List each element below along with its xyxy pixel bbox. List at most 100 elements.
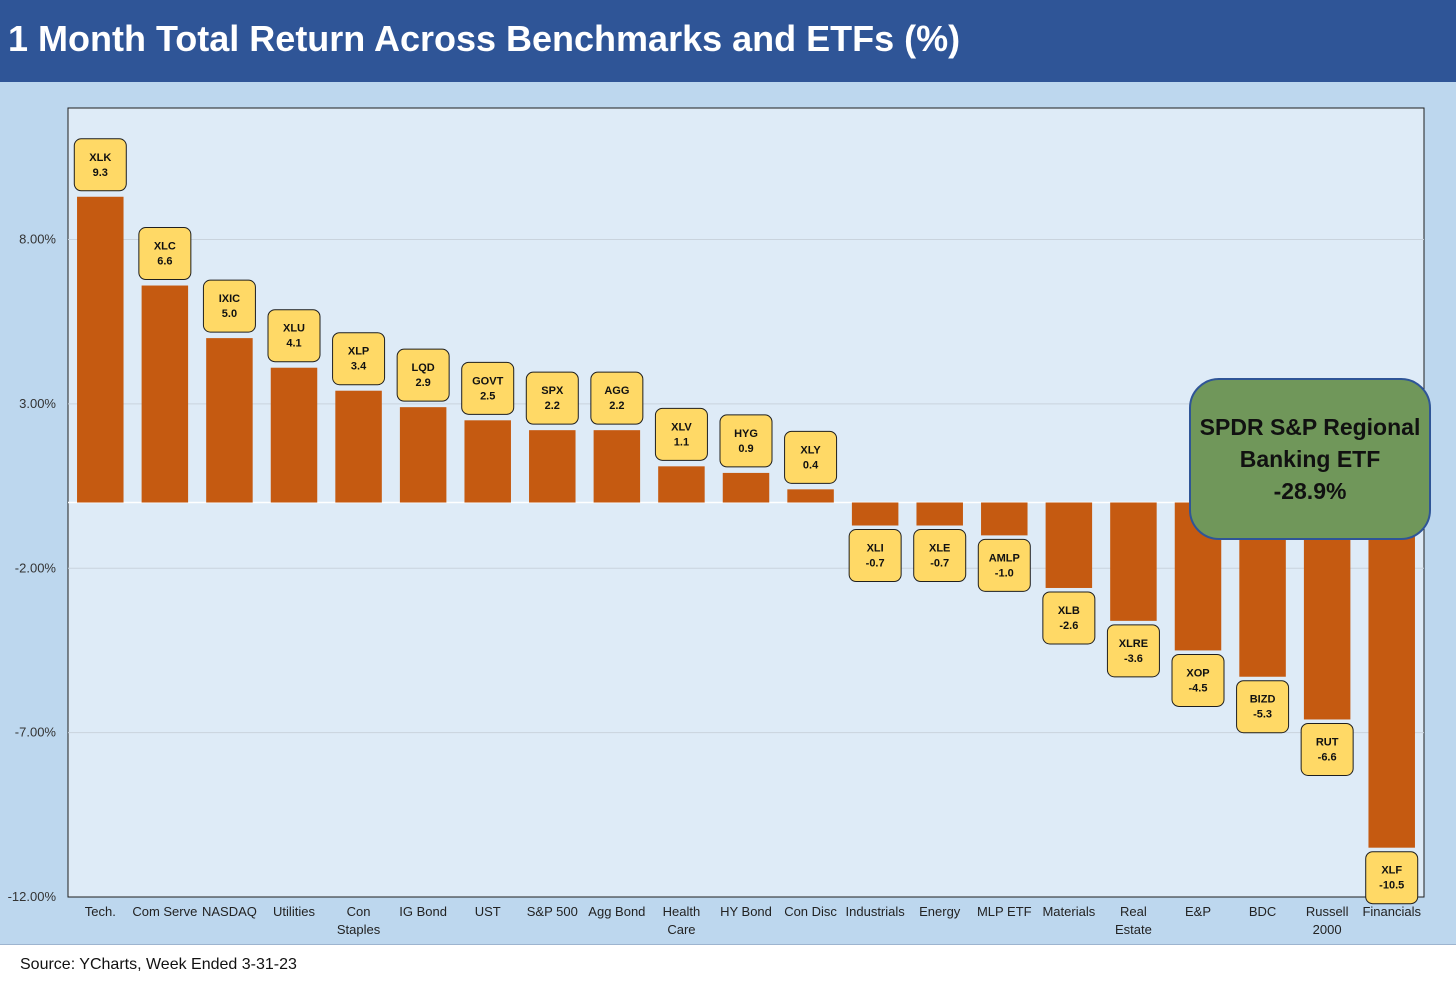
data-label-value: 1.1	[674, 436, 689, 448]
data-label-value: 0.4	[803, 459, 819, 471]
x-category-label: S&P 500	[527, 904, 578, 919]
chart-panel: 8.00% 3.00% -2.00% -7.00% -12.00% XLK 9.3 Tech.…	[0, 82, 1456, 944]
data-label-value: 3.4	[351, 361, 367, 373]
data-label-value: -1.0	[995, 567, 1014, 579]
x-category-label: Industrials	[846, 904, 906, 919]
x-category-label: Care	[667, 922, 695, 937]
bar-ixic	[206, 338, 253, 503]
bar-xlk	[77, 196, 124, 503]
x-category-label: HY Bond	[720, 904, 772, 919]
y-tick-label: 3.00%	[19, 396, 56, 411]
data-label-box	[654, 407, 708, 461]
bar-spx	[529, 430, 576, 503]
bar-xlv	[658, 466, 705, 503]
data-label-value: 6.6	[157, 256, 172, 268]
data-label-value: 5.0	[222, 308, 237, 320]
y-tick-label: -7.00%	[15, 725, 57, 740]
x-category-label: IG Bond	[399, 904, 447, 919]
data-label-value: -6.6	[1318, 751, 1337, 763]
bar-govt	[464, 420, 511, 503]
title-bar: 1 Month Total Return Across Benchmarks a…	[0, 0, 1456, 82]
x-category-label: Russell	[1306, 904, 1349, 919]
data-label-box	[73, 138, 127, 192]
data-label-ticker: AMLP	[989, 552, 1020, 564]
data-label-box	[202, 279, 256, 333]
bar-agg	[593, 430, 641, 503]
data-label-ticker: XLRE	[1119, 638, 1148, 650]
data-label-value: -0.7	[930, 558, 949, 570]
x-category-label: Energy	[919, 904, 961, 919]
regional-banking-callout: SPDR S&P Regional Banking ETF -28.9%	[1189, 378, 1431, 540]
data-label-ticker: XLY	[800, 444, 821, 456]
data-label-box	[1236, 680, 1290, 734]
x-category-label: Con Disc	[784, 904, 837, 919]
callout-line-2: Banking ETF	[1239, 446, 1381, 472]
data-label-ticker: XLB	[1058, 605, 1080, 617]
data-label-ticker: XLF	[1381, 865, 1402, 877]
data-label-ticker: XLI	[867, 543, 884, 555]
bar-xlf	[1368, 502, 1415, 848]
data-label-box	[1365, 851, 1419, 905]
data-label-ticker: XLK	[89, 152, 111, 164]
y-tick-label: -2.00%	[15, 560, 57, 575]
data-label-value: -3.6	[1124, 653, 1143, 665]
data-label-box	[1300, 722, 1354, 776]
bar-xle	[916, 502, 963, 526]
x-category-label: Tech.	[85, 904, 116, 919]
y-tick-label: -12.00%	[8, 889, 57, 904]
x-category-label: UST	[475, 904, 501, 919]
bar-hyg	[722, 472, 770, 503]
source-bar: Source: YCharts, Week Ended 3-31-23	[0, 944, 1456, 984]
callout-line-1: SPDR S&P Regional	[1199, 414, 1421, 440]
x-category-label: Agg Bond	[588, 904, 645, 919]
y-tick-label: 8.00%	[19, 232, 56, 247]
data-label-ticker: IXIC	[219, 293, 240, 305]
data-label-box	[848, 529, 902, 583]
data-label-ticker: XLP	[348, 346, 369, 358]
data-label-box	[525, 371, 579, 425]
source-note: Source: YCharts, Week Ended 3-31-23	[20, 956, 297, 973]
x-category-label: Estate	[1115, 922, 1152, 937]
data-label-value: 2.9	[415, 377, 430, 389]
bar-xlc	[141, 285, 189, 503]
bar-xlp	[335, 390, 382, 503]
data-label-ticker: BIZD	[1250, 694, 1276, 706]
x-category-label: Health	[663, 904, 701, 919]
data-label-value: -5.3	[1253, 709, 1272, 721]
data-label-value: 0.9	[738, 443, 753, 455]
data-label-box	[461, 361, 515, 415]
data-label-box	[267, 309, 321, 363]
data-label-ticker: AGG	[604, 385, 629, 397]
data-label-ticker: RUT	[1316, 736, 1339, 748]
data-label-box	[138, 227, 192, 281]
data-label-box	[1042, 591, 1096, 645]
x-category-label: 2000	[1313, 922, 1342, 937]
data-label-box	[1106, 624, 1160, 678]
x-category-label: Staples	[337, 922, 381, 937]
x-category-label: MLP ETF	[977, 904, 1032, 919]
data-label-value: -2.6	[1059, 620, 1078, 632]
x-category-label: Com Serve	[132, 904, 197, 919]
x-category-label: BDC	[1249, 904, 1276, 919]
x-category-label: Financials	[1362, 904, 1421, 919]
data-label-ticker: LQD	[412, 362, 435, 374]
data-label-ticker: XLV	[671, 421, 692, 433]
data-label-value: 2.2	[609, 400, 624, 412]
data-label-box	[590, 371, 644, 425]
bar-xlre	[1110, 502, 1157, 621]
x-category-label: Con	[347, 904, 371, 919]
data-label-value: 9.3	[93, 167, 108, 179]
data-label-ticker: XLE	[929, 543, 950, 555]
x-category-label: NASDAQ	[202, 904, 257, 919]
data-label-value: -4.5	[1189, 682, 1208, 694]
x-category-label: Materials	[1042, 904, 1095, 919]
bar-xlu	[270, 367, 318, 503]
bar-xli	[851, 502, 899, 526]
data-label-value: 2.2	[545, 400, 560, 412]
data-label-ticker: XLC	[154, 241, 176, 253]
data-label-value: 4.1	[286, 338, 301, 350]
bar-lqd	[399, 407, 447, 503]
data-label-ticker: XLU	[283, 323, 305, 335]
data-label-value: 2.5	[480, 390, 495, 402]
data-label-box	[332, 332, 386, 386]
